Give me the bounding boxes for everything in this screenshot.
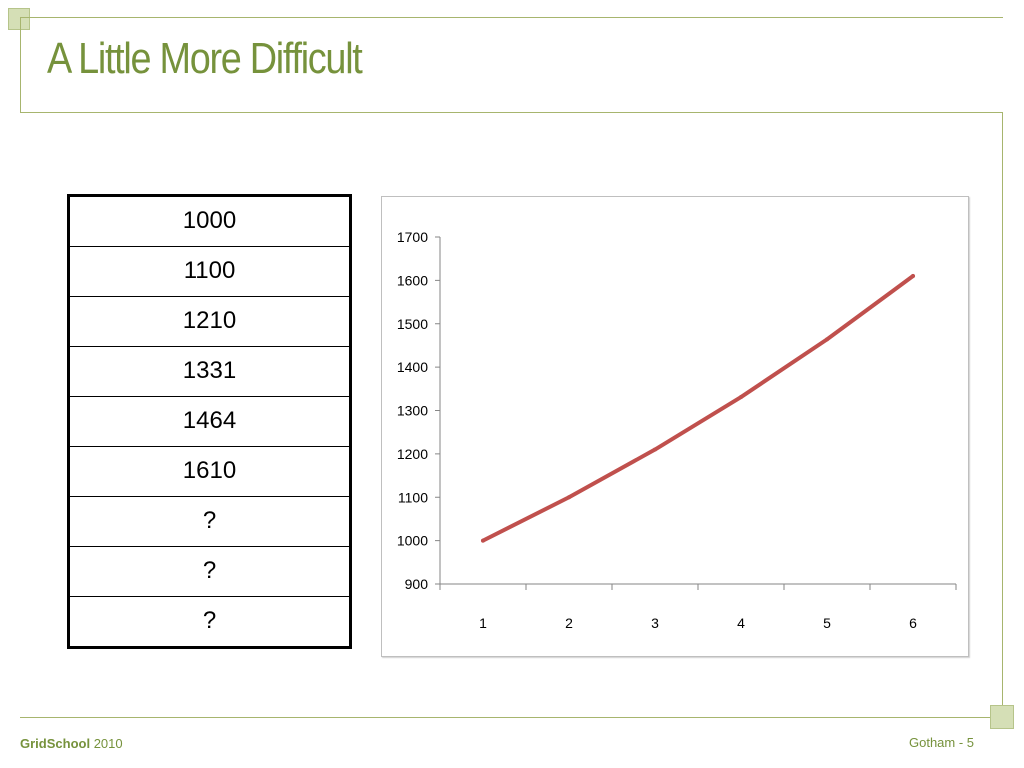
- footer-top-rule: [20, 717, 1003, 718]
- table-row: ?: [68, 496, 351, 547]
- y-tick-label: 1400: [397, 359, 428, 375]
- x-tick-label: 4: [737, 615, 745, 631]
- x-tick-label: 2: [565, 615, 573, 631]
- table-row: 1100: [68, 246, 351, 297]
- footer-year: 2010: [93, 736, 123, 751]
- y-tick-label: 1300: [397, 403, 428, 419]
- table-row: 1464: [68, 396, 351, 447]
- title-left-rule: [20, 17, 21, 113]
- table-row: ?: [68, 546, 351, 597]
- table-cell: 1331: [68, 346, 351, 397]
- table-cell: 1100: [68, 246, 351, 297]
- footer-page-label: Gotham - 5: [909, 735, 975, 750]
- series-line: [481, 274, 915, 543]
- title-bottom-rule: [20, 112, 1003, 113]
- x-tick-label: 3: [651, 615, 659, 631]
- footer-brand-name: GridSchool: [20, 736, 91, 751]
- x-tick-label: 5: [823, 615, 831, 631]
- table-cell: 1000: [68, 195, 351, 247]
- table-cell: 1610: [68, 446, 351, 497]
- y-tick-label: 1500: [397, 316, 428, 332]
- data-point: [567, 495, 571, 500]
- data-point: [825, 337, 829, 342]
- y-tick-label: 1700: [397, 229, 428, 245]
- table-row: ?: [68, 596, 351, 648]
- title-top-rule: [20, 17, 1003, 18]
- table-row: 1000: [68, 195, 351, 247]
- data-point: [653, 447, 657, 452]
- y-tick-label: 1100: [398, 489, 428, 505]
- y-tick-label: 1200: [397, 446, 428, 462]
- decorative-square-top-left: [8, 8, 30, 30]
- table-cell: ?: [68, 496, 351, 547]
- y-tick-label: 1000: [397, 533, 428, 549]
- line-chart: 900 1000 1100 1200 1300 1400 1500 1600 1700 1 2 3 4 5…: [381, 196, 969, 657]
- table-row: 1210: [68, 296, 351, 347]
- data-point: [739, 395, 743, 400]
- table-cell: ?: [68, 596, 351, 648]
- table-cell: ?: [68, 546, 351, 597]
- x-tick-label: 6: [909, 615, 917, 631]
- content-right-rule: [1002, 112, 1003, 718]
- y-tick-label: 1600: [397, 272, 428, 288]
- table-cell: 1464: [68, 396, 351, 447]
- table-row: 1331: [68, 346, 351, 397]
- data-point: [911, 274, 915, 279]
- footer-brand: GridSchool 2010: [20, 736, 123, 751]
- data-point: [481, 538, 485, 543]
- y-tick-label: 900: [405, 576, 429, 592]
- line-chart-plot: 900 1000 1100 1200 1300 1400 1500 1600 1700 1 2 3 4 5…: [397, 229, 957, 631]
- table-cell: 1210: [68, 296, 351, 347]
- slide-title: A Little More Difficult: [47, 34, 363, 83]
- table-row: 1610: [68, 446, 351, 497]
- x-tick-label: 1: [479, 615, 487, 631]
- decorative-square-bottom-right: [990, 705, 1014, 729]
- values-table: 1000 1100 1210 1331 1464 1610 ? ? ?: [67, 194, 352, 649]
